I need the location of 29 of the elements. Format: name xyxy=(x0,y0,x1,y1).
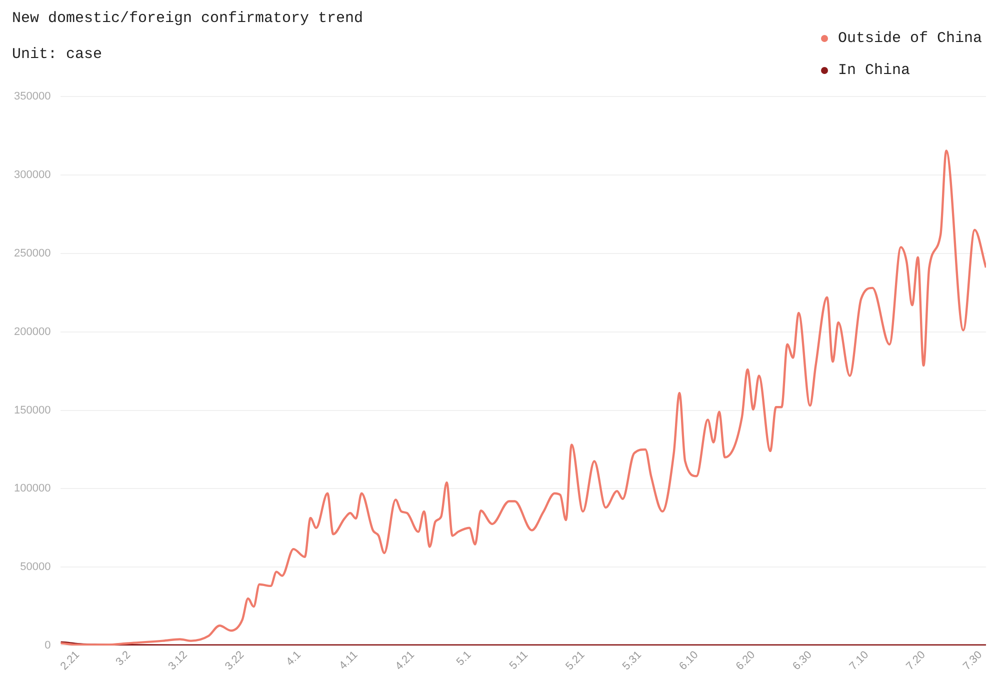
x-tick-label: 4.11 xyxy=(337,648,360,672)
x-tick-label: 7.30 xyxy=(960,648,985,673)
y-tick-label: 300000 xyxy=(14,169,51,182)
x-tick-label: 5.21 xyxy=(564,648,588,673)
y-tick-label: 250000 xyxy=(14,247,51,260)
y-tick-label: 150000 xyxy=(14,404,51,416)
legend-label: In China xyxy=(838,62,910,78)
chart-subtitle: Unit: case xyxy=(12,46,102,63)
y-tick-label: 350000 xyxy=(14,90,51,103)
y-tick-label: 50000 xyxy=(20,561,51,574)
x-tick-label: 5.11 xyxy=(507,648,530,672)
x-tick-label: 6.30 xyxy=(790,648,814,673)
x-tick-label: 3.12 xyxy=(166,648,190,673)
x-tick-label: 5.1 xyxy=(454,648,474,668)
x-tick-label: 5.31 xyxy=(620,648,644,673)
x-tick-label: 7.10 xyxy=(847,648,872,673)
x-tick-label: 6.10 xyxy=(677,648,701,673)
x-tick-label: 2.21 xyxy=(58,648,82,673)
x-tick-label: 7.20 xyxy=(904,648,928,673)
x-tick-label: 4.21 xyxy=(393,648,417,673)
y-tick-label: 0 xyxy=(44,640,51,652)
x-tick-label: 3.22 xyxy=(222,648,247,673)
legend-label: Outside of China xyxy=(838,30,982,46)
y-tick-label: 200000 xyxy=(14,326,51,338)
chart-title: New domestic/foreign confirmatory trend xyxy=(12,10,364,27)
y-tick-label: 100000 xyxy=(14,482,51,495)
x-tick-label: 3.2 xyxy=(114,648,134,668)
x-tick-label: 6.20 xyxy=(734,648,758,673)
x-tick-label: 4.1 xyxy=(284,648,304,668)
